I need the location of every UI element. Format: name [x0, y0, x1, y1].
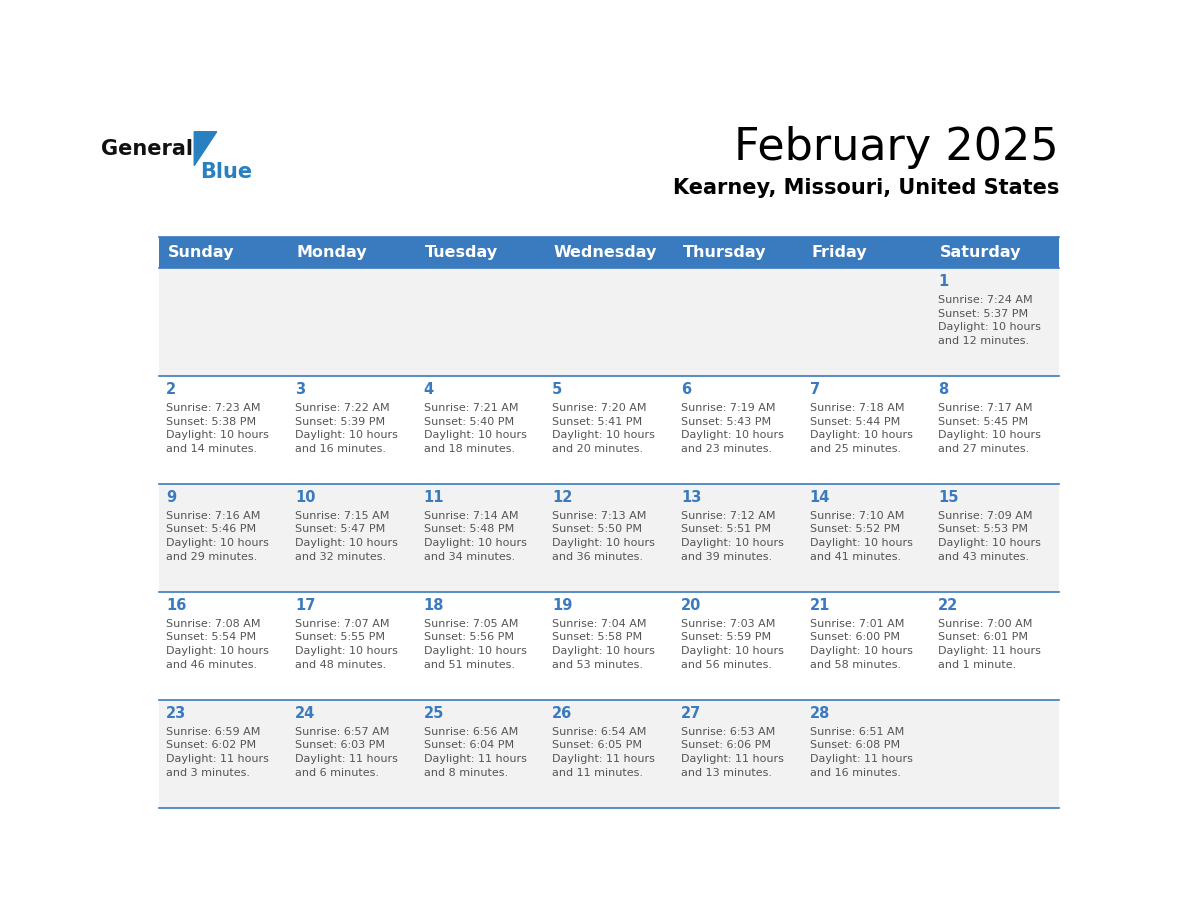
- Text: Kearney, Missouri, United States: Kearney, Missouri, United States: [672, 178, 1060, 198]
- Text: Friday: Friday: [811, 245, 867, 260]
- Text: Tuesday: Tuesday: [425, 245, 498, 260]
- Bar: [158, 237, 287, 268]
- Text: 4: 4: [424, 382, 434, 397]
- Text: Sunrise: 7:09 AM
Sunset: 5:53 PM
Daylight: 10 hours
and 43 minutes.: Sunrise: 7:09 AM Sunset: 5:53 PM Dayligh…: [939, 511, 1041, 562]
- Text: 17: 17: [295, 598, 315, 613]
- Text: Sunrise: 7:00 AM
Sunset: 6:01 PM
Daylight: 11 hours
and 1 minute.: Sunrise: 7:00 AM Sunset: 6:01 PM Dayligh…: [939, 619, 1041, 669]
- Text: General: General: [101, 139, 194, 159]
- Text: Sunrise: 7:24 AM
Sunset: 5:37 PM
Daylight: 10 hours
and 12 minutes.: Sunrise: 7:24 AM Sunset: 5:37 PM Dayligh…: [939, 295, 1041, 346]
- Bar: [674, 237, 802, 268]
- Bar: [158, 268, 1060, 376]
- Text: 6: 6: [681, 382, 691, 397]
- Text: Monday: Monday: [297, 245, 367, 260]
- Text: Sunrise: 7:01 AM
Sunset: 6:00 PM
Daylight: 10 hours
and 58 minutes.: Sunrise: 7:01 AM Sunset: 6:00 PM Dayligh…: [809, 619, 912, 669]
- Text: 9: 9: [166, 490, 177, 505]
- Text: Sunrise: 7:20 AM
Sunset: 5:41 PM
Daylight: 10 hours
and 20 minutes.: Sunrise: 7:20 AM Sunset: 5:41 PM Dayligh…: [552, 403, 655, 453]
- Text: Sunrise: 7:19 AM
Sunset: 5:43 PM
Daylight: 10 hours
and 23 minutes.: Sunrise: 7:19 AM Sunset: 5:43 PM Dayligh…: [681, 403, 784, 453]
- Text: Sunrise: 7:03 AM
Sunset: 5:59 PM
Daylight: 10 hours
and 56 minutes.: Sunrise: 7:03 AM Sunset: 5:59 PM Dayligh…: [681, 619, 784, 669]
- Text: 10: 10: [295, 490, 316, 505]
- Text: Sunrise: 6:57 AM
Sunset: 6:03 PM
Daylight: 11 hours
and 6 minutes.: Sunrise: 6:57 AM Sunset: 6:03 PM Dayligh…: [295, 727, 398, 778]
- Text: 20: 20: [681, 598, 701, 613]
- Text: Sunrise: 7:17 AM
Sunset: 5:45 PM
Daylight: 10 hours
and 27 minutes.: Sunrise: 7:17 AM Sunset: 5:45 PM Dayligh…: [939, 403, 1041, 453]
- Bar: [544, 237, 674, 268]
- Text: 28: 28: [809, 706, 830, 721]
- Text: 8: 8: [939, 382, 948, 397]
- Bar: [416, 237, 544, 268]
- Text: Sunrise: 7:14 AM
Sunset: 5:48 PM
Daylight: 10 hours
and 34 minutes.: Sunrise: 7:14 AM Sunset: 5:48 PM Dayligh…: [424, 511, 526, 562]
- Text: 24: 24: [295, 706, 315, 721]
- Bar: [287, 237, 416, 268]
- Text: Sunrise: 7:15 AM
Sunset: 5:47 PM
Daylight: 10 hours
and 32 minutes.: Sunrise: 7:15 AM Sunset: 5:47 PM Dayligh…: [295, 511, 398, 562]
- Text: 1: 1: [939, 274, 948, 289]
- Text: 21: 21: [809, 598, 830, 613]
- Text: 14: 14: [809, 490, 830, 505]
- Text: 12: 12: [552, 490, 573, 505]
- Text: Sunrise: 6:53 AM
Sunset: 6:06 PM
Daylight: 11 hours
and 13 minutes.: Sunrise: 6:53 AM Sunset: 6:06 PM Dayligh…: [681, 727, 784, 778]
- Text: Sunrise: 7:12 AM
Sunset: 5:51 PM
Daylight: 10 hours
and 39 minutes.: Sunrise: 7:12 AM Sunset: 5:51 PM Dayligh…: [681, 511, 784, 562]
- Text: Sunrise: 7:22 AM
Sunset: 5:39 PM
Daylight: 10 hours
and 16 minutes.: Sunrise: 7:22 AM Sunset: 5:39 PM Dayligh…: [295, 403, 398, 453]
- Text: February 2025: February 2025: [734, 126, 1060, 169]
- Text: 3: 3: [295, 382, 305, 397]
- Text: 7: 7: [809, 382, 820, 397]
- Text: 16: 16: [166, 598, 187, 613]
- Text: 25: 25: [424, 706, 444, 721]
- Bar: [802, 237, 930, 268]
- Text: 19: 19: [552, 598, 573, 613]
- Text: 26: 26: [552, 706, 573, 721]
- Text: Sunrise: 7:08 AM
Sunset: 5:54 PM
Daylight: 10 hours
and 46 minutes.: Sunrise: 7:08 AM Sunset: 5:54 PM Dayligh…: [166, 619, 270, 669]
- Bar: [930, 237, 1060, 268]
- Text: Sunrise: 7:23 AM
Sunset: 5:38 PM
Daylight: 10 hours
and 14 minutes.: Sunrise: 7:23 AM Sunset: 5:38 PM Dayligh…: [166, 403, 270, 453]
- Text: 18: 18: [424, 598, 444, 613]
- Bar: [158, 376, 1060, 484]
- Bar: [158, 700, 1060, 808]
- Text: Sunrise: 6:54 AM
Sunset: 6:05 PM
Daylight: 11 hours
and 11 minutes.: Sunrise: 6:54 AM Sunset: 6:05 PM Dayligh…: [552, 727, 655, 778]
- Text: Sunrise: 7:07 AM
Sunset: 5:55 PM
Daylight: 10 hours
and 48 minutes.: Sunrise: 7:07 AM Sunset: 5:55 PM Dayligh…: [295, 619, 398, 669]
- Text: 5: 5: [552, 382, 563, 397]
- Text: Wednesday: Wednesday: [554, 245, 657, 260]
- Text: Sunday: Sunday: [168, 245, 234, 260]
- Text: Sunrise: 7:18 AM
Sunset: 5:44 PM
Daylight: 10 hours
and 25 minutes.: Sunrise: 7:18 AM Sunset: 5:44 PM Dayligh…: [809, 403, 912, 453]
- Text: Sunrise: 7:10 AM
Sunset: 5:52 PM
Daylight: 10 hours
and 41 minutes.: Sunrise: 7:10 AM Sunset: 5:52 PM Dayligh…: [809, 511, 912, 562]
- Text: Sunrise: 7:21 AM
Sunset: 5:40 PM
Daylight: 10 hours
and 18 minutes.: Sunrise: 7:21 AM Sunset: 5:40 PM Dayligh…: [424, 403, 526, 453]
- Text: Sunrise: 7:16 AM
Sunset: 5:46 PM
Daylight: 10 hours
and 29 minutes.: Sunrise: 7:16 AM Sunset: 5:46 PM Dayligh…: [166, 511, 270, 562]
- Text: Sunrise: 6:59 AM
Sunset: 6:02 PM
Daylight: 11 hours
and 3 minutes.: Sunrise: 6:59 AM Sunset: 6:02 PM Dayligh…: [166, 727, 270, 778]
- Polygon shape: [194, 131, 216, 165]
- Bar: [158, 592, 1060, 700]
- Text: 11: 11: [424, 490, 444, 505]
- Text: 22: 22: [939, 598, 959, 613]
- Text: Sunrise: 6:56 AM
Sunset: 6:04 PM
Daylight: 11 hours
and 8 minutes.: Sunrise: 6:56 AM Sunset: 6:04 PM Dayligh…: [424, 727, 526, 778]
- Text: Sunrise: 7:13 AM
Sunset: 5:50 PM
Daylight: 10 hours
and 36 minutes.: Sunrise: 7:13 AM Sunset: 5:50 PM Dayligh…: [552, 511, 655, 562]
- Text: Sunrise: 7:04 AM
Sunset: 5:58 PM
Daylight: 10 hours
and 53 minutes.: Sunrise: 7:04 AM Sunset: 5:58 PM Dayligh…: [552, 619, 655, 669]
- Text: 23: 23: [166, 706, 187, 721]
- Text: Sunrise: 6:51 AM
Sunset: 6:08 PM
Daylight: 11 hours
and 16 minutes.: Sunrise: 6:51 AM Sunset: 6:08 PM Dayligh…: [809, 727, 912, 778]
- Text: 15: 15: [939, 490, 959, 505]
- Text: 13: 13: [681, 490, 701, 505]
- Bar: [158, 484, 1060, 592]
- Text: 2: 2: [166, 382, 177, 397]
- Text: Sunrise: 7:05 AM
Sunset: 5:56 PM
Daylight: 10 hours
and 51 minutes.: Sunrise: 7:05 AM Sunset: 5:56 PM Dayligh…: [424, 619, 526, 669]
- Text: Blue: Blue: [200, 162, 252, 182]
- Text: Saturday: Saturday: [940, 245, 1022, 260]
- Text: Thursday: Thursday: [682, 245, 766, 260]
- Text: 27: 27: [681, 706, 701, 721]
